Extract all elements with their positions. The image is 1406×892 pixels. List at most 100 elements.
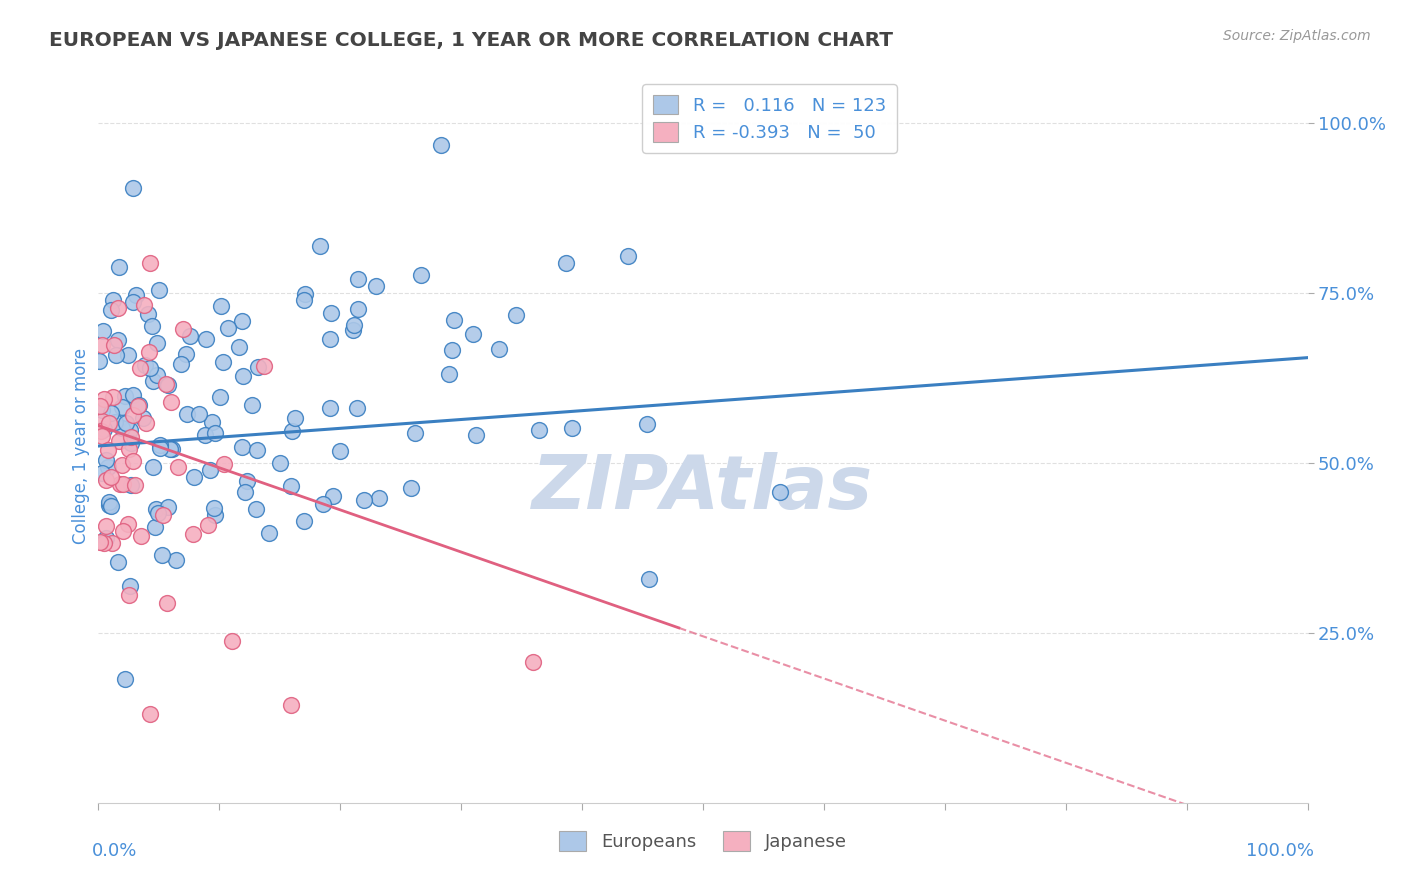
Point [111,421,134,435]
Point [101,293,124,308]
Point [343,318,366,332]
Point [172,322,194,336]
Point [201,415,224,429]
Point [246,359,269,374]
Point [138,345,160,359]
Point [231,313,253,327]
Point [128,398,150,412]
Point [114,672,136,686]
Point [461,327,484,342]
Point [118,589,141,603]
Point [529,423,551,437]
Point [114,388,136,402]
Point [292,514,315,528]
Point [93,422,115,436]
Point [342,323,364,337]
Point [160,394,183,409]
Point [561,421,583,435]
Point [364,279,387,293]
Point [124,478,146,492]
Point [319,306,342,320]
Point [96,473,118,487]
Point [97,417,120,431]
Point [145,502,167,516]
Point [94,453,117,467]
Point [617,249,640,263]
Point [769,485,792,500]
Point [183,527,205,541]
Point [141,460,163,475]
Point [141,319,163,334]
Point [122,295,145,310]
Point [246,443,269,458]
Point [91,429,114,443]
Point [165,553,187,567]
Point [97,459,120,474]
Point [232,369,254,384]
Point [281,424,304,438]
Point [638,572,661,586]
Point [150,548,173,562]
Point [284,411,307,425]
Point [194,332,217,346]
Point [105,349,128,363]
Point [108,477,131,491]
Point [122,388,145,402]
Point [139,360,162,375]
Point [157,377,180,392]
Point [211,355,233,369]
Point [346,401,368,415]
Point [187,407,209,421]
Point [176,407,198,421]
Point [129,361,152,376]
Point [236,474,259,488]
Point [430,138,453,153]
Point [97,442,120,457]
Point [89,354,111,368]
Point [89,399,111,413]
Point [253,359,276,373]
Point [127,399,149,413]
Point [135,417,157,431]
Point [91,338,114,352]
Point [115,417,138,431]
Point [409,268,432,282]
Point [125,287,148,301]
Point [179,329,201,343]
Point [103,415,125,429]
Point [148,283,170,297]
Point [174,346,197,360]
Point [118,423,141,437]
Point [120,579,142,593]
Point [94,532,117,546]
Y-axis label: College, 1 year or more: College, 1 year or more [72,348,90,544]
Text: 100.0%: 100.0% [1246,842,1313,860]
Point [183,470,205,484]
Point [170,357,193,371]
Point [231,440,253,454]
Point [122,453,145,467]
Point [100,499,122,513]
Point [554,256,576,270]
Point [240,398,263,412]
Point [166,459,188,474]
Point [257,525,280,540]
Point [159,442,181,457]
Point [117,442,139,456]
Point [221,633,243,648]
Point [89,535,111,549]
Point [194,428,217,442]
Point [404,425,426,440]
Point [142,374,165,388]
Point [120,478,142,492]
Point [107,555,129,569]
Point [100,302,122,317]
Point [399,481,422,495]
Point [90,424,112,438]
Point [146,506,169,520]
Point [93,536,115,550]
Point [93,324,115,338]
Point [505,309,527,323]
Point [156,500,179,514]
Point [97,495,120,509]
